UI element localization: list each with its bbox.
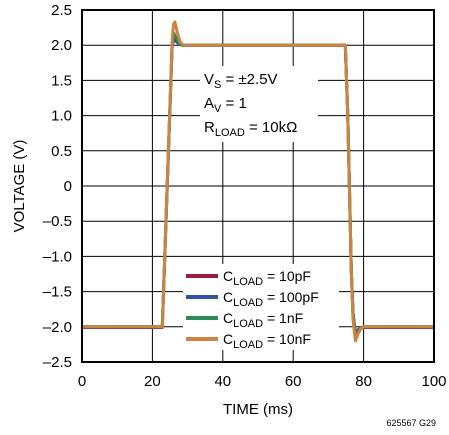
x-tick-label: 0 xyxy=(78,373,86,390)
series-lines xyxy=(82,20,434,343)
x-tick-label: 80 xyxy=(355,373,372,390)
y-tick-labels: 2.5 2.0 1.5 1.0 0.5 0 –0.5 –1.0 –1.5 –2.0 –2.5 xyxy=(43,2,72,371)
y-tick-label: –2.0 xyxy=(43,319,72,336)
annotation-rload: RLOAD = 10kΩ xyxy=(204,119,297,139)
y-axis-title: VOLTAGE (V) xyxy=(11,140,28,233)
x-tick-labels: 0 20 40 60 80 100 xyxy=(78,373,447,390)
y-tick-label: 0 xyxy=(64,178,72,195)
annotation-vs: VS = ±2.5V xyxy=(204,71,278,91)
y-tick-label: 2.0 xyxy=(51,37,72,54)
y-tick-label: –1.5 xyxy=(43,284,72,301)
figure-number: 625567 G29 xyxy=(386,418,436,428)
legend-label: CLOAD = 1nF xyxy=(223,310,303,330)
y-tick-label: 2.5 xyxy=(51,2,72,19)
y-tick-label: –1.0 xyxy=(43,248,72,265)
y-tick-label: 1.0 xyxy=(51,108,72,125)
legend-label: CLOAD = 10pF xyxy=(223,268,311,288)
legend-label: CLOAD = 10nF xyxy=(223,331,311,351)
y-tick-label: –2.5 xyxy=(43,354,72,371)
plot-frame xyxy=(81,9,435,363)
x-tick-label: 20 xyxy=(144,373,161,390)
legend-background xyxy=(183,264,339,350)
x-tick-label: 100 xyxy=(421,373,446,390)
y-tick-label: 0.5 xyxy=(51,143,72,160)
x-axis-title: TIME (ms) xyxy=(223,401,293,418)
conditions-annotation: VS = ±2.5V AV = 1 RLOAD = 10kΩ xyxy=(200,66,318,142)
y-tick-label: 1.5 xyxy=(51,72,72,89)
x-tick-label: 40 xyxy=(214,373,231,390)
y-tick-label: –0.5 xyxy=(43,213,72,230)
x-tick-label: 60 xyxy=(285,373,302,390)
annotation-av: AV = 1 xyxy=(204,95,247,115)
series-line xyxy=(82,20,434,343)
legend-label: CLOAD = 100pF xyxy=(223,289,319,309)
